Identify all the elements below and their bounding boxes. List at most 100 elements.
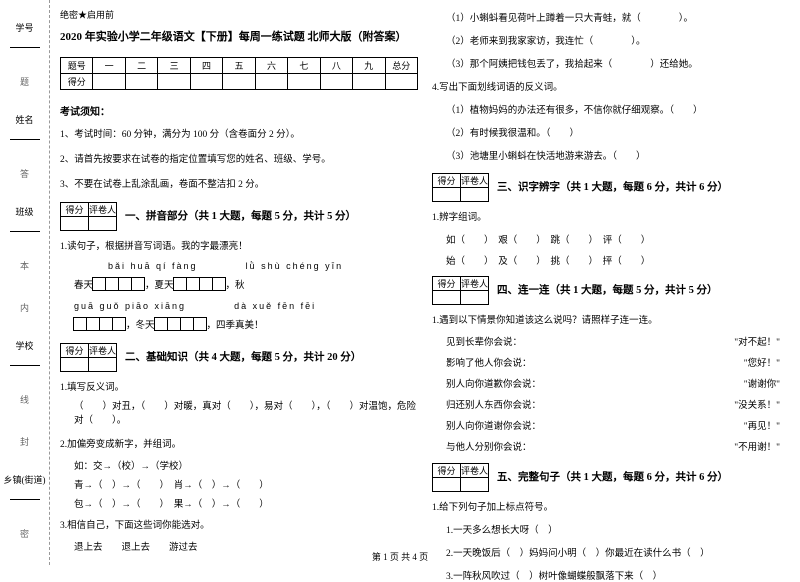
binding-label: 姓名 — [10, 113, 40, 126]
sb-blank[interactable] — [89, 217, 117, 231]
conn-right: "谢谢你" — [744, 376, 780, 390]
s4q1: 1.遇到以下情景你知道该这么说吗？请照样子连一连。 — [432, 312, 790, 326]
s2q2b: 包→（ ）→（ ） 果→（ ）→（ ） — [74, 496, 418, 510]
notice-line: 2、请首先按要求在试卷的指定位置填写您的姓名、班级、学号。 — [60, 151, 418, 165]
sb-blank[interactable] — [461, 188, 489, 202]
s5q1: 1.给下列句子加上标点符号。 — [432, 499, 790, 513]
table-row: 题号 一 二 三 四 五 六 七 八 九 总分 — [61, 58, 418, 74]
th: 四 — [190, 58, 222, 74]
s2q1: 1.填写反义词。 — [60, 379, 418, 393]
char-row: ，冬天 ，四季真美！ — [74, 317, 418, 331]
q1-prompt: 1.读句子，根据拼音写词语。我的字最漂亮！ — [60, 238, 418, 252]
cell[interactable] — [190, 74, 222, 90]
sb-c2: 评卷人 — [461, 277, 489, 291]
s2q4r1: （1）植物妈妈的办法还有很多，不信你就仔细观察。（ ） — [432, 102, 790, 116]
binding-line — [10, 488, 40, 500]
binding-label: 班级 — [10, 205, 40, 218]
exam-title: 2020 年实验小学二年级语文【下册】每周一练试题 北师大版（附答案） — [60, 28, 418, 44]
pinyin-row: bǎi huā qí fàng lǜ shù chéng yīn — [74, 261, 418, 271]
char-label: ，四季真美！ — [207, 317, 264, 331]
sb-c1: 得分 — [433, 277, 461, 291]
left-column: 绝密★启用前 2020 年实验小学二年级语文【下册】每周一练试题 北师大版（附答… — [60, 8, 418, 561]
sb-blank[interactable] — [461, 478, 489, 492]
seal-mark: 答 — [20, 167, 29, 180]
char-label: ，夏天 — [145, 277, 174, 291]
binding-field: 班级 — [10, 205, 40, 234]
section-header: 得分评卷人 一、拼音部分（共 1 大题，每题 5 分，共计 5 分） — [60, 200, 418, 231]
binding-line — [10, 128, 40, 140]
binding-field: 姓名 — [10, 113, 40, 142]
sb-c2: 评卷人 — [461, 464, 489, 478]
binding-line — [10, 354, 40, 366]
scorebox: 得分评卷人 — [432, 173, 489, 202]
section-title-2: 二、基础知识（共 4 大题，每题 5 分，共计 20 分） — [125, 349, 361, 364]
section-title-3: 三、识字辨字（共 1 大题，每题 6 分，共计 6 分） — [497, 179, 728, 194]
sb-blank[interactable] — [461, 291, 489, 305]
conn-left: 别人向你道谢你会说： — [446, 418, 541, 432]
binding-line — [10, 36, 40, 48]
pinyin: guā guǒ piāo xiāng — [74, 301, 186, 311]
conn-row: 别人向你道歉你会说： "谢谢你" — [432, 375, 790, 391]
sb-blank[interactable] — [433, 291, 461, 305]
conn-row: 别人向你道谢你会说："再见！" — [432, 417, 790, 433]
cell[interactable] — [320, 74, 352, 90]
pinyin-row: guā guǒ piāo xiāng dà xuě fēn fēi — [74, 301, 418, 311]
sb-blank[interactable] — [433, 188, 461, 202]
sb-blank[interactable] — [61, 217, 89, 231]
cell[interactable] — [223, 74, 255, 90]
scorebox: 得分评卷人 — [60, 202, 117, 231]
binding-column: 学号 题 姓名 答 班级 本 内 学校 线 封 乡镇(街道) 密 — [0, 0, 50, 565]
section-header: 得分评卷人 三、识字辨字（共 1 大题，每题 6 分，共计 6 分） — [432, 171, 790, 202]
th: 总分 — [385, 58, 417, 74]
th: 九 — [353, 58, 385, 74]
section-title-5: 五、完整句子（共 1 大题，每题 6 分，共计 6 分） — [497, 469, 728, 484]
scorebox: 得分评卷人 — [432, 276, 489, 305]
page-footer: 第 1 页 共 4 页 — [0, 550, 800, 563]
secret-label: 绝密★启用前 — [60, 8, 418, 21]
conn-right: "没关系！" — [734, 397, 780, 411]
section-header: 得分评卷人 五、完整句子（共 1 大题，每题 6 分，共计 6 分） — [432, 461, 790, 492]
section-header: 得分评卷人 二、基础知识（共 4 大题，每题 5 分，共计 20 分） — [60, 341, 418, 372]
content-area: 绝密★启用前 2020 年实验小学二年级语文【下册】每周一练试题 北师大版（附答… — [50, 0, 800, 565]
th: 题号 — [61, 58, 93, 74]
cell[interactable] — [125, 74, 157, 90]
conn-left: 影响了他人你会说： — [446, 355, 532, 369]
s2q2-ex: 如：交→（校）→（学校） — [74, 458, 418, 472]
scorebox: 得分评卷人 — [432, 463, 489, 492]
char-boxes[interactable] — [93, 277, 145, 291]
conn-right: "您好！" — [744, 355, 780, 369]
cell[interactable] — [93, 74, 125, 90]
conn-row: 影响了他人你会说： "您好！" — [432, 354, 790, 370]
s2q3r3: （3）那个阿姨把钱包丢了，我拾起来（ ）还给她。 — [432, 56, 790, 70]
sb-blank[interactable] — [89, 358, 117, 372]
binding-label: 乡镇(街道) — [4, 473, 46, 486]
s2q3r1: （1）小蝌蚪看见荷叶上蹲着一只大青蛙，就（ ）。 — [432, 10, 790, 24]
row-label: 得分 — [61, 74, 93, 90]
notice-line: 3、不要在试卷上乱涂乱画，卷面不整洁扣 2 分。 — [60, 176, 418, 190]
th: 五 — [223, 58, 255, 74]
sb-blank[interactable] — [433, 478, 461, 492]
conn-right: "不用谢！" — [734, 439, 780, 453]
sb-blank[interactable] — [61, 358, 89, 372]
s5r3: 3.一阵秋风吹过（ ）树叶像蝴蝶般飘落下来（ ） — [432, 568, 790, 582]
cell[interactable] — [255, 74, 287, 90]
char-boxes[interactable] — [174, 277, 226, 291]
th: 三 — [158, 58, 190, 74]
notice-line: 1、考试时间：60 分钟，满分为 100 分（含卷面分 2 分）。 — [60, 126, 418, 140]
s2q4r3: （3）池塘里小蝌蚪在快活地游来游去。（ ） — [432, 148, 790, 162]
section-title-4: 四、连一连（共 1 大题，每题 5 分，共计 5 分） — [497, 282, 718, 297]
char-label: ，冬天 — [126, 317, 155, 331]
s2q4: 4.写出下面划线词语的反义词。 — [432, 79, 790, 93]
cell[interactable] — [385, 74, 417, 90]
char-label: ，秋 — [226, 277, 245, 291]
cell[interactable] — [288, 74, 320, 90]
char-boxes[interactable] — [155, 317, 207, 331]
cell[interactable] — [353, 74, 385, 90]
binding-line — [10, 220, 40, 232]
conn-left: 别人向你道歉你会说： — [446, 376, 541, 390]
binding-label: 学号 — [10, 21, 40, 34]
char-boxes[interactable] — [74, 317, 126, 331]
conn-left: 见到长辈你会说： — [446, 334, 522, 348]
cell[interactable] — [158, 74, 190, 90]
page: 学号 题 姓名 答 班级 本 内 学校 线 封 乡镇(街道) 密 绝密★启用前 — [0, 0, 800, 565]
